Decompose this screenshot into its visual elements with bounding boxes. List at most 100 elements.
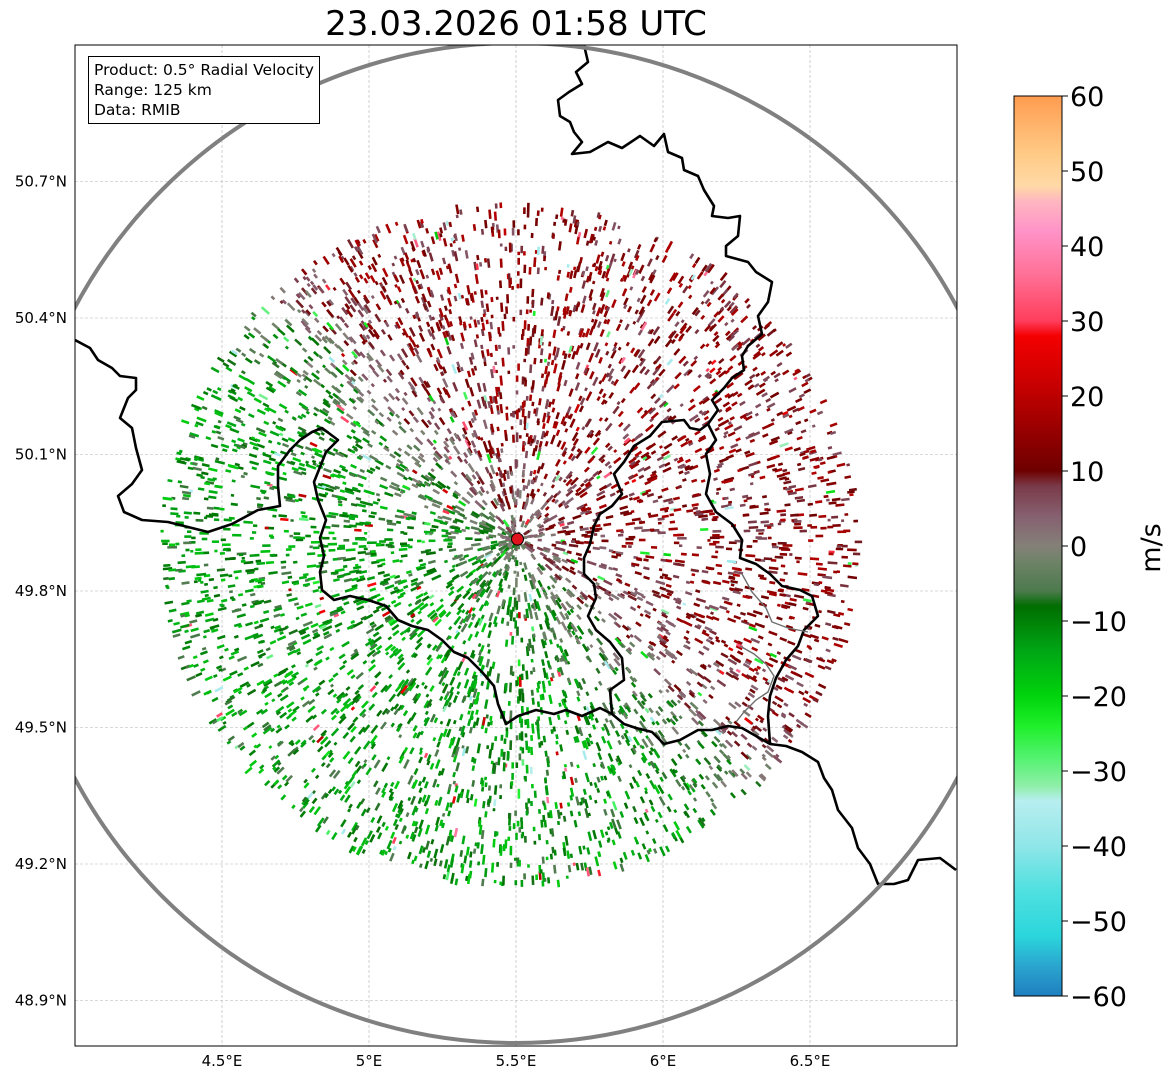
velocity-echo: [399, 591, 406, 597]
velocity-echo: [532, 310, 536, 316]
velocity-echo: [473, 409, 479, 416]
velocity-echo: [598, 646, 605, 654]
velocity-echo: [648, 640, 654, 646]
velocity-echo: [311, 797, 318, 805]
velocity-echo: [400, 531, 405, 534]
velocity-echo: [709, 367, 716, 374]
velocity-echo: [764, 502, 770, 506]
velocity-echo: [836, 462, 846, 468]
velocity-echo: [597, 680, 603, 686]
velocity-echo: [784, 503, 791, 507]
velocity-echo: [389, 354, 396, 362]
velocity-echo: [712, 529, 722, 533]
velocity-echo: [265, 560, 275, 565]
velocity-echo: [507, 273, 511, 280]
velocity-echo: [377, 253, 382, 258]
velocity-echo: [410, 339, 417, 348]
velocity-echo: [595, 254, 601, 264]
velocity-echo: [765, 397, 772, 403]
velocity-echo: [592, 762, 597, 768]
velocity-echo: [202, 635, 207, 639]
velocity-echo: [436, 654, 441, 660]
velocity-echo: [418, 819, 424, 830]
velocity-echo: [486, 643, 491, 648]
velocity-echo: [758, 532, 764, 535]
velocity-echo: [758, 382, 766, 388]
velocity-echo: [694, 417, 701, 423]
velocity-echo: [487, 630, 492, 639]
velocity-echo: [470, 756, 475, 763]
velocity-echo: [508, 826, 512, 831]
velocity-echo: [555, 740, 559, 745]
velocity-echo: [438, 547, 443, 552]
velocity-echo: [306, 361, 314, 369]
velocity-echo: [835, 503, 845, 507]
velocity-echo: [754, 412, 759, 417]
velocity-echo: [370, 724, 379, 734]
velocity-echo: [563, 379, 568, 387]
velocity-echo: [536, 721, 540, 732]
velocity-echo: [192, 655, 198, 660]
velocity-echo: [313, 350, 320, 357]
velocity-echo: [342, 731, 350, 740]
velocity-echo: [754, 725, 763, 733]
velocity-echo: [441, 812, 446, 817]
velocity-echo: [467, 400, 472, 407]
velocity-echo: [255, 438, 261, 443]
velocity-echo: [638, 264, 645, 275]
velocity-echo: [611, 299, 617, 309]
velocity-echo: [250, 484, 261, 489]
velocity-echo: [566, 625, 572, 631]
velocity-echo: [779, 442, 789, 448]
velocity-echo: [563, 698, 567, 703]
velocity-echo: [188, 663, 194, 668]
velocity-echo: [506, 470, 510, 480]
velocity-echo: [361, 509, 367, 513]
velocity-echo: [268, 745, 273, 750]
velocity-echo: [195, 672, 203, 678]
velocity-echo: [302, 638, 312, 645]
velocity-echo: [362, 724, 371, 733]
velocity-echo: [608, 566, 614, 571]
velocity-echo: [402, 328, 410, 338]
velocity-echo: [745, 554, 756, 558]
velocity-echo: [387, 334, 393, 341]
velocity-echo: [339, 277, 346, 286]
velocity-echo: [516, 571, 520, 577]
velocity-echo: [428, 594, 435, 600]
velocity-echo: [537, 527, 545, 533]
velocity-echo: [541, 880, 545, 887]
velocity-echo: [322, 816, 329, 824]
velocity-echo: [512, 220, 516, 228]
velocity-echo: [689, 398, 695, 404]
velocity-echo: [813, 638, 820, 643]
velocity-echo: [480, 614, 485, 620]
velocity-echo: [426, 300, 432, 308]
velocity-echo: [603, 579, 613, 586]
velocity-echoes: [160, 202, 863, 888]
velocity-echo: [285, 548, 292, 551]
velocity-echo: [356, 577, 366, 583]
velocity-echo: [573, 678, 580, 688]
velocity-echo: [385, 709, 391, 715]
velocity-echo: [446, 545, 453, 549]
velocity-echo: [633, 634, 643, 643]
velocity-echo: [624, 480, 630, 486]
velocity-echo: [563, 720, 568, 725]
velocity-echo: [475, 717, 480, 726]
velocity-echo: [443, 859, 449, 869]
velocity-echo: [709, 542, 717, 546]
velocity-echo: [613, 611, 623, 620]
velocity-echo: [447, 542, 453, 546]
velocity-echo: [652, 848, 658, 854]
velocity-echo: [355, 671, 364, 680]
velocity-echo: [393, 255, 398, 260]
velocity-echo: [408, 335, 414, 343]
velocity-echo: [560, 416, 566, 425]
velocity-echo: [757, 537, 768, 540]
velocity-echo: [725, 454, 735, 460]
velocity-echo: [685, 782, 691, 789]
velocity-echo: [482, 440, 488, 451]
velocity-echo: [567, 452, 574, 460]
velocity-echo: [804, 378, 810, 383]
